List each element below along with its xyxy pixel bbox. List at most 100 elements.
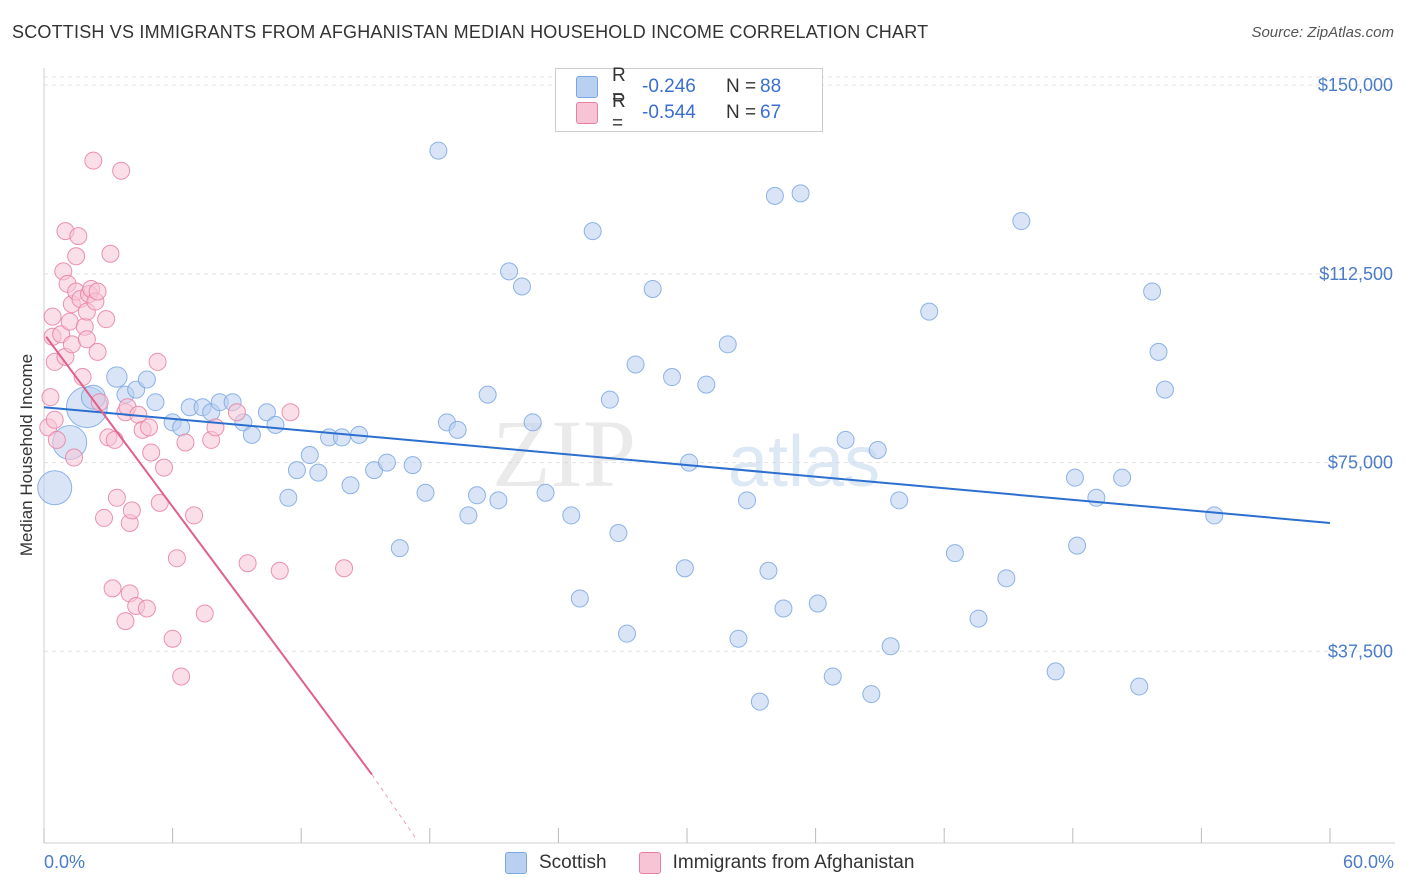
afghanistan-point [227,403,246,422]
legend-row-afghanistan: R = -0.544 N = 67 [576,91,782,134]
scottish-point [570,589,589,608]
scottish-point [309,463,328,482]
afghanistan-point [47,430,66,449]
afghanistan-point [281,403,300,422]
scottish-point [523,413,542,432]
scottish-point [300,446,319,465]
chart-source: Source: ZipAtlas.com [1251,24,1394,41]
scottish-point [390,539,409,558]
n-value-afghanistan: 67 [760,102,782,123]
scottish-point [1113,468,1132,487]
scottish-point [675,559,694,578]
afghanistan-point [97,310,116,329]
scottish-point [332,428,351,447]
afghanistan-point [84,151,103,170]
afghanistan-point [95,508,114,527]
afghanistan-point [90,393,109,412]
afghanistan-point [67,247,86,266]
scottish-point [1087,488,1106,507]
scottish-point [403,456,422,475]
y-tick-label: $150,000 [1318,75,1393,95]
scottish-point [808,594,827,613]
scottish-point [242,425,261,444]
correlation-legend: R = -0.246 N = 88 R = -0.544 N = 67 [555,65,823,134]
scottish-point [416,483,435,502]
series-legend-scottish[interactable]: Scottish [505,852,607,874]
legend-row-scottish: R = -0.246 N = 88 [576,65,781,108]
scottish-point [662,368,681,387]
x-axis-min-label: 0.0% [44,852,86,872]
afghanistan-point [155,458,174,477]
watermark-atlas: atlas [728,422,880,502]
afghanistan-point [69,227,88,246]
series-legend-afghanistan[interactable]: Immigrants from Afghanistan [638,852,915,874]
afghanistan-point [62,335,81,354]
afghanistan-point [101,244,120,263]
scottish-point [429,141,448,160]
scottish-point [583,222,602,241]
scottish-point [500,262,519,281]
scottish-point [729,629,748,648]
scottish-point [881,637,900,656]
scottish-point [765,186,784,205]
scottish-point [1149,342,1168,361]
r-value-afghanistan: -0.544 [642,102,696,123]
y-tick-label: $112,500 [1319,264,1393,284]
scottish-point [680,453,699,472]
afghanistan-point [116,612,135,631]
r-label: R = [612,91,626,134]
scottish-point [920,302,939,321]
scottish-point [459,506,478,525]
scottish-point [969,609,988,628]
afghanistan-point [88,282,107,301]
scottish-point [738,491,757,510]
scottish-point [377,453,396,472]
scottish-point [836,430,855,449]
scottish-point [1143,282,1162,301]
scottish-point [868,441,887,459]
trend-lines [43,336,1331,841]
scottish-point [1068,536,1087,555]
series-legend: Scottish Immigrants from Afghanistan [505,852,946,874]
chart-title: SCOTTISH VS IMMIGRANTS FROM AFGHANISTAN … [12,22,929,42]
axes [43,68,1395,844]
scottish-point [1012,212,1031,231]
y-tick-label: $37,500 [1328,641,1393,661]
scottish-swatch [576,76,598,98]
scottish-point [37,470,73,506]
afghanistan-point [45,410,64,429]
scottish-point [106,366,128,388]
scottish-point [945,544,964,563]
scottish-point [1155,380,1174,399]
afghanistan-point [137,599,156,618]
afghanistan-point [43,307,62,326]
afghanistan-point [335,559,354,578]
afghanistan-point [41,388,60,407]
scottish-point [609,524,628,543]
scottish-point [791,184,810,203]
scottish-point [890,491,909,510]
afghanistan-point [60,312,79,331]
afghanistan-point [77,330,96,349]
afghanistan-legend-label: Immigrants from Afghanistan [672,852,915,873]
afghanistan-swatch [576,102,598,124]
scottish-point [341,476,360,495]
scottish-point [137,370,156,389]
afghanistan-point [103,579,122,598]
scottish-point [266,415,285,434]
scottish-point [718,335,737,354]
scottish-point [562,506,581,525]
afghanistan-legend-swatch [638,852,661,874]
scottish-legend-label: Scottish [539,852,607,873]
afghanistan-point [140,418,159,437]
scottish-point [489,491,508,510]
scottish-point [1130,677,1149,696]
afghanistan-point [185,506,204,525]
scottish-point [172,418,191,437]
afghanistan-point [105,430,124,449]
scottish-point [1205,506,1224,525]
scottish-point [1046,662,1065,681]
afghanistan-point [112,161,131,180]
y-tick-labels: $37,500 $75,000 $112,500 $150,000 [1318,75,1393,661]
